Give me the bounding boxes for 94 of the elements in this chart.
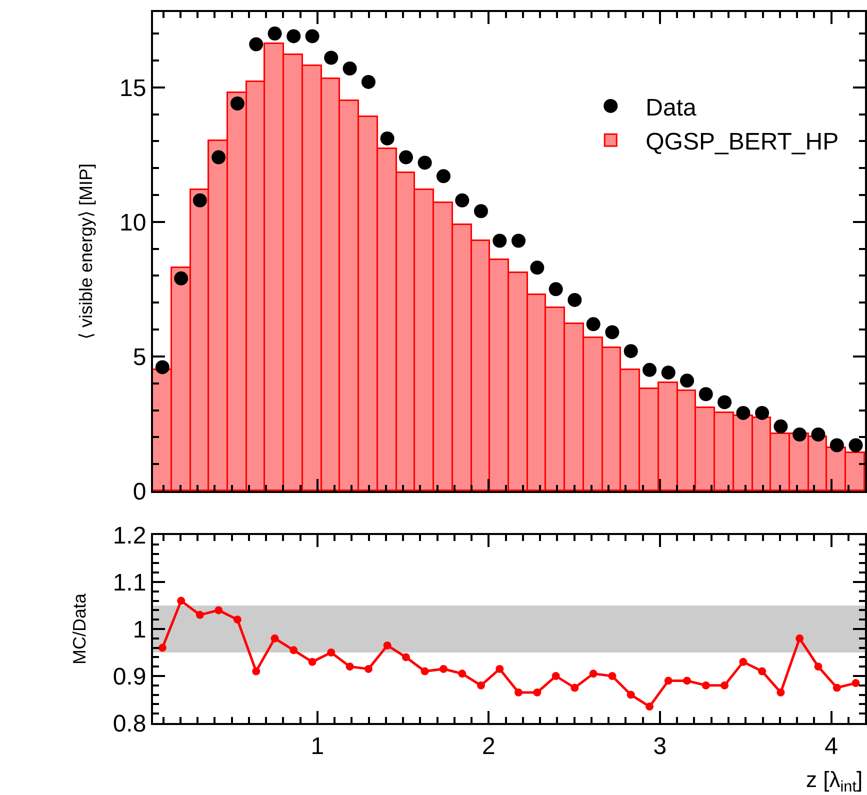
- point: [155, 360, 170, 374]
- y-tick-label: 1.2: [112, 522, 146, 550]
- point: [586, 317, 600, 332]
- point: [290, 646, 298, 654]
- point: [680, 374, 694, 388]
- point: [646, 702, 654, 711]
- point: [739, 658, 748, 666]
- point: [308, 658, 316, 666]
- point: [624, 344, 638, 358]
- point: [364, 664, 372, 673]
- point: [514, 688, 523, 696]
- point: [439, 664, 448, 673]
- point: [548, 282, 563, 296]
- point: [268, 26, 282, 41]
- y-tick-label: 15: [119, 74, 146, 102]
- point: [661, 366, 676, 380]
- point: [380, 131, 394, 146]
- point: [570, 684, 579, 692]
- y-tick-label: 0.9: [112, 663, 146, 690]
- point: [477, 681, 485, 690]
- point: [718, 395, 732, 410]
- point: [814, 662, 822, 671]
- point: [605, 325, 620, 340]
- point: [720, 681, 729, 690]
- point: [792, 427, 807, 442]
- point: [852, 679, 860, 688]
- x-tick-label: 2: [482, 732, 496, 760]
- point: [342, 62, 357, 76]
- point: [402, 653, 410, 662]
- point: [398, 150, 413, 164]
- point: [252, 667, 260, 676]
- point: [436, 169, 450, 184]
- point: [626, 690, 635, 699]
- point: [305, 29, 320, 44]
- x-tick-label: 1: [310, 732, 324, 760]
- point: [736, 406, 750, 420]
- point: [327, 648, 336, 656]
- point: [420, 667, 429, 676]
- point: [608, 672, 616, 680]
- point: [492, 234, 507, 248]
- point: [249, 37, 264, 52]
- x-tick-label: 4: [824, 732, 838, 760]
- point: [458, 670, 466, 678]
- point: [832, 684, 841, 692]
- point: [552, 672, 560, 680]
- point: [324, 50, 338, 65]
- point: [755, 406, 770, 420]
- y-tick-label: 1.1: [112, 569, 146, 596]
- point: [776, 688, 785, 696]
- point: [212, 150, 226, 164]
- point: [270, 634, 279, 642]
- y-axis-title: ⟨ visible energy⟩ [MIP]: [76, 163, 96, 340]
- point: [568, 292, 582, 307]
- point: [664, 676, 672, 685]
- point: [158, 644, 166, 652]
- point: [698, 387, 713, 402]
- point: [796, 634, 804, 642]
- point: [683, 676, 692, 685]
- point: [196, 610, 204, 619]
- point: [346, 662, 354, 671]
- point: [589, 670, 598, 678]
- point: [233, 616, 242, 624]
- x-tick-label: 3: [653, 732, 667, 760]
- point: [418, 156, 432, 170]
- y-tick-label: 0: [132, 478, 146, 506]
- point: [811, 427, 826, 442]
- point: [830, 438, 844, 452]
- point: [177, 596, 186, 605]
- point: [642, 362, 657, 377]
- point: [702, 681, 710, 690]
- point: [758, 667, 766, 676]
- point: [192, 193, 207, 208]
- y-tick-label: 0.8: [112, 710, 146, 738]
- point: [455, 193, 470, 208]
- point: [474, 204, 488, 218]
- x-axis-title: z [λ$_{int}$]: [806, 767, 863, 795]
- legend-label: Data: [646, 94, 697, 122]
- point: [848, 438, 863, 452]
- point: [530, 260, 544, 275]
- point: [174, 271, 188, 286]
- legend-label: QGSP_BERT_HP: [646, 128, 839, 156]
- point: [512, 234, 526, 248]
- point: [533, 688, 542, 696]
- point: [774, 419, 788, 434]
- point: [496, 664, 504, 673]
- y-axis-title: MC/Data: [70, 592, 90, 665]
- y-tick-label: 1: [132, 616, 146, 644]
- point: [286, 29, 301, 44]
- point: [383, 641, 392, 650]
- point: [214, 606, 223, 614]
- point: [361, 74, 376, 89]
- point: [230, 96, 244, 110]
- y-tick-label: 10: [119, 209, 146, 236]
- y-tick-label: 5: [132, 344, 146, 371]
